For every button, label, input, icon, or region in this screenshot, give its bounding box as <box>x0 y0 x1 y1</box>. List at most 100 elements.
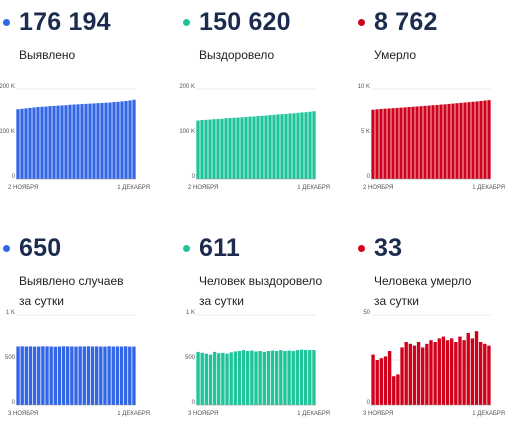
bar <box>300 112 304 179</box>
x-start-label: 2 НОЯБРЯ <box>8 185 38 191</box>
bar <box>116 101 120 179</box>
bar <box>287 350 291 405</box>
bar <box>107 346 111 405</box>
bar <box>115 346 120 405</box>
bar <box>435 104 439 179</box>
bar <box>427 105 431 179</box>
bar <box>86 346 91 405</box>
bar <box>236 117 240 179</box>
bar <box>124 100 128 179</box>
bar <box>375 109 379 179</box>
bar <box>248 116 252 179</box>
bar <box>41 346 45 405</box>
bar <box>466 333 470 405</box>
x-end-label: 1 ДЕКАБРЯ <box>472 185 505 191</box>
bar <box>308 111 312 179</box>
bar <box>229 352 233 405</box>
y-tick-label: 1 K <box>186 310 195 316</box>
daily-died-label-line-2: за сутки <box>374 294 419 308</box>
bar <box>200 352 204 405</box>
bar <box>268 115 272 179</box>
bar <box>70 346 74 405</box>
bar <box>487 345 491 405</box>
y-tick-label: 1 K <box>6 310 15 316</box>
bar <box>32 107 36 179</box>
bar <box>128 346 132 405</box>
daily-recovered-value: 611 <box>199 234 240 262</box>
bar <box>32 346 37 405</box>
bar <box>412 345 417 405</box>
daily-recovered-label-line-2: за сутки <box>199 294 244 308</box>
bar <box>383 108 387 179</box>
bar <box>411 106 415 179</box>
bar <box>128 100 132 179</box>
y-tick-label: 0 <box>367 400 371 406</box>
bar <box>74 346 78 405</box>
bar <box>237 351 242 405</box>
bar <box>483 100 487 179</box>
bar <box>295 350 300 405</box>
bar <box>212 119 216 179</box>
bar <box>276 114 280 179</box>
bar <box>462 340 466 405</box>
x-end-label: 1 ДЕКАБРЯ <box>117 411 150 417</box>
bar <box>274 351 279 405</box>
bar <box>246 351 250 405</box>
bar <box>262 351 266 405</box>
bar <box>99 346 103 405</box>
bar <box>459 102 463 179</box>
bar <box>225 353 229 405</box>
bar <box>433 342 437 405</box>
bar <box>40 106 44 179</box>
bar <box>258 351 262 405</box>
bar <box>304 112 308 179</box>
y-tick-label: 50 <box>363 310 370 316</box>
bar <box>233 351 237 405</box>
bar <box>68 104 72 179</box>
bar <box>454 342 458 405</box>
bar <box>24 346 29 405</box>
bar <box>28 346 33 405</box>
x-start-label: 3 НОЯБРЯ <box>363 411 393 417</box>
bar <box>387 108 391 179</box>
bar <box>244 116 248 179</box>
bar <box>120 101 124 180</box>
bar <box>44 106 48 179</box>
bar <box>82 346 86 405</box>
bar <box>447 103 451 179</box>
bar <box>431 105 435 179</box>
detected-chart: 0 100 K 200 K 2 НОЯБРЯ 1 ДЕКАБРЯ <box>0 84 150 191</box>
bar <box>272 114 276 180</box>
bar <box>24 108 28 179</box>
bar <box>408 343 412 405</box>
bar <box>232 117 236 179</box>
bar <box>228 118 232 179</box>
bar <box>196 120 200 179</box>
bar <box>52 105 56 180</box>
daily-died-chart: 0 50 3 НОЯБРЯ 1 ДЕКАБРЯ <box>363 310 505 417</box>
x-end-label: 1 ДЕКАБРЯ <box>297 411 330 417</box>
bar <box>208 119 212 179</box>
bar <box>112 102 116 179</box>
bar <box>204 353 209 405</box>
bar <box>20 346 24 405</box>
bar <box>60 105 64 179</box>
bar <box>391 108 395 179</box>
bar <box>216 118 220 179</box>
bar <box>392 376 396 405</box>
daily-recovered-chart: 0 500 1 K 3 НОЯБРЯ 1 ДЕКАБРЯ <box>185 310 330 417</box>
daily-died-value: 33 <box>374 234 403 262</box>
bar <box>96 103 100 179</box>
bar <box>478 342 483 405</box>
bar <box>119 346 124 405</box>
bar <box>421 347 425 405</box>
x-start-label: 2 НОЯБРЯ <box>363 185 393 191</box>
y-tick-label: 200 K <box>0 84 15 90</box>
bar <box>252 116 256 179</box>
x-end-label: 1 ДЕКАБРЯ <box>117 185 150 191</box>
bar <box>49 346 53 405</box>
bar <box>292 113 296 179</box>
died-value: 8 762 <box>374 8 438 36</box>
bar <box>470 338 475 405</box>
died-chart: 0 5 K 10 K 2 НОЯБРЯ 1 ДЕКАБРЯ <box>358 84 505 191</box>
